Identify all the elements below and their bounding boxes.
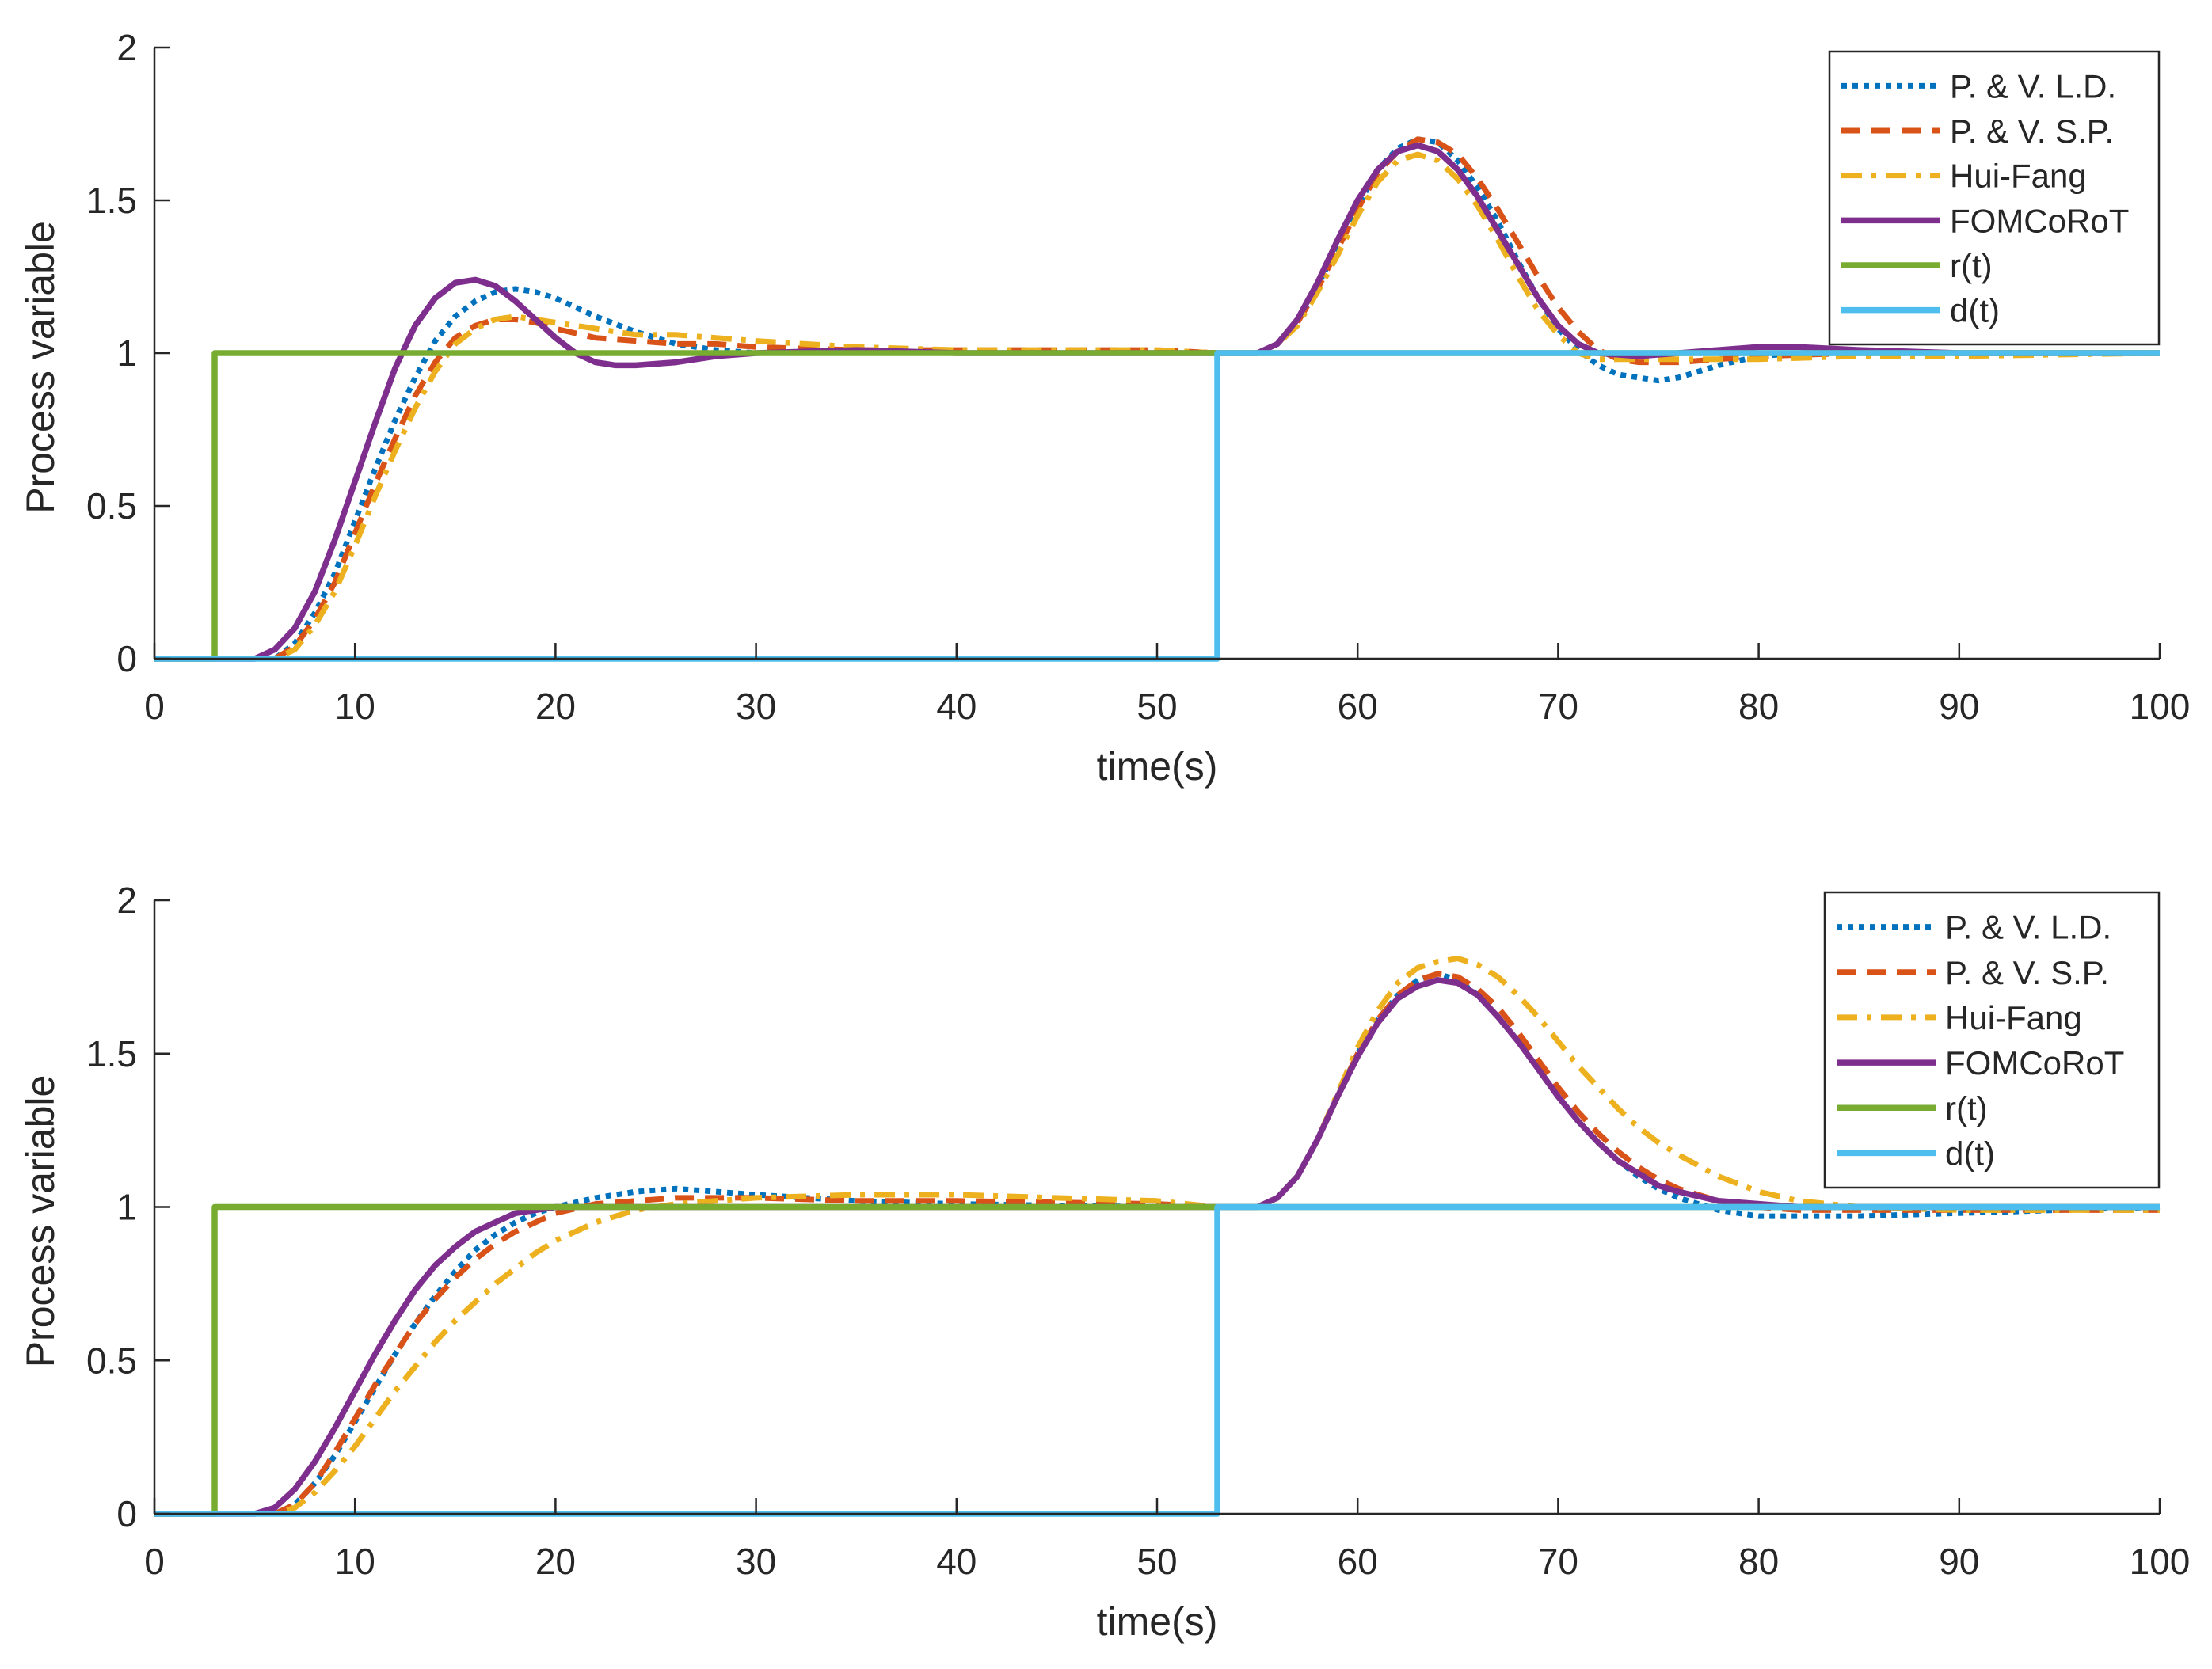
x-tick-label: 60 xyxy=(1338,1541,1378,1582)
legend-label: P. & V. S.P. xyxy=(1945,954,2109,991)
x-tick-label: 100 xyxy=(2130,1541,2191,1582)
y-tick-label: 0.5 xyxy=(86,485,137,527)
x-tick-label: 50 xyxy=(1136,1541,1177,1582)
legend: P. & V. L.D. P. & V. S.P. Hui-Fang FOMCoRoT… xyxy=(1823,891,2161,1189)
y-axis-label: Process variable xyxy=(18,221,63,514)
x-tick-label: 90 xyxy=(1939,1541,1979,1582)
legend: P. & V. L.D. P. & V. S.P. Hui-Fang FOMCoRoT… xyxy=(1828,50,2161,346)
x-tick-label: 70 xyxy=(1538,1541,1578,1582)
legend-item-r-t: r(t) xyxy=(1841,247,1993,284)
legend-box xyxy=(1828,50,2161,346)
legend-item-hui-fang: Hui-Fang xyxy=(1837,999,2082,1036)
legend-item-fomcorot: FOMCoRoT xyxy=(1841,202,2129,239)
legend-item-p-v-l-d: P. & V. L.D. xyxy=(1837,909,2111,946)
legend-label: d(t) xyxy=(1945,1135,1995,1172)
y-tick-label: 1 xyxy=(116,1187,137,1228)
x-tick-label: 40 xyxy=(936,686,977,727)
x-tick-label: 20 xyxy=(535,1541,576,1582)
axes: 0 10 20 30 40 50 60 70 80 90 100 0 0.5 1 1.5 2 xyxy=(86,27,2190,727)
y-tick-label: 0 xyxy=(116,638,137,679)
x-tick-label: 0 xyxy=(144,1541,165,1582)
series-line-fomcorot xyxy=(154,977,2160,1517)
legend-item-p-v-s-p: P. & V. S.P. xyxy=(1841,112,2114,150)
legend-label: FOMCoRoT xyxy=(1950,202,2129,239)
y-tick-label: 2 xyxy=(116,880,137,921)
x-tick-label: 80 xyxy=(1738,1541,1779,1582)
legend-label: P. & V. L.D. xyxy=(1945,909,2111,946)
y-axis-label: Process variable xyxy=(18,1075,63,1368)
y-tick-label: 2 xyxy=(116,27,137,68)
legend-label: Hui-Fang xyxy=(1945,999,2082,1036)
x-axis-label: time(s) xyxy=(1097,1599,1218,1644)
legend-box xyxy=(1823,891,2161,1189)
legend-item-p-v-l-d: P. & V. L.D. xyxy=(1841,67,2116,105)
y-tick-label: 1 xyxy=(116,333,137,374)
legend-label: FOMCoRoT xyxy=(1945,1044,2124,1082)
legend-item-hui-fang: Hui-Fang xyxy=(1841,158,2087,195)
x-tick-label: 10 xyxy=(335,1541,375,1582)
y-tick-label: 1.5 xyxy=(86,180,137,221)
axes: 0 10 20 30 40 50 60 70 80 90 100 0 0.5 1 1.5 2 xyxy=(86,880,2190,1582)
x-tick-label: 10 xyxy=(335,686,375,727)
legend-label: P. & V. S.P. xyxy=(1950,112,2114,150)
legend-item-d-t: d(t) xyxy=(1837,1135,1995,1172)
legend-item-p-v-s-p: P. & V. S.P. xyxy=(1837,954,2109,991)
x-tick-label: 80 xyxy=(1738,686,1779,727)
x-tick-label: 0 xyxy=(144,686,165,727)
legend-item-r-t: r(t) xyxy=(1837,1089,1988,1127)
legend-item-d-t: d(t) xyxy=(1841,292,2000,329)
y-tick-label: 0 xyxy=(116,1493,137,1534)
legend-label: r(t) xyxy=(1945,1089,1988,1127)
y-tick-label: 0.5 xyxy=(86,1340,137,1381)
x-tick-label: 90 xyxy=(1939,686,1979,727)
legend-label: Hui-Fang xyxy=(1950,158,2087,195)
legend-label: r(t) xyxy=(1950,247,1993,284)
x-tick-label: 100 xyxy=(2130,686,2191,727)
x-tick-label: 40 xyxy=(936,1541,977,1582)
x-tick-label: 50 xyxy=(1136,686,1177,727)
x-tick-label: 60 xyxy=(1338,686,1378,727)
x-tick-label: 30 xyxy=(736,686,776,727)
legend-label: d(t) xyxy=(1950,292,2000,329)
x-axis-label: time(s) xyxy=(1097,744,1218,789)
legend-label: P. & V. L.D. xyxy=(1950,67,2116,105)
y-tick-label: 1.5 xyxy=(86,1033,137,1074)
legend-item-fomcorot: FOMCoRoT xyxy=(1837,1044,2124,1082)
x-tick-label: 20 xyxy=(535,686,576,727)
x-tick-label: 30 xyxy=(736,1541,776,1582)
x-tick-label: 70 xyxy=(1538,686,1578,727)
